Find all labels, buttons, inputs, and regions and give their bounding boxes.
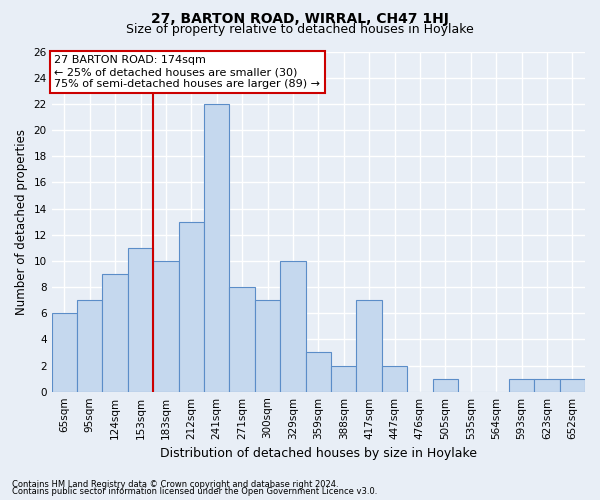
Bar bbox=[229, 287, 255, 392]
Bar bbox=[52, 313, 77, 392]
Bar bbox=[255, 300, 280, 392]
Bar bbox=[433, 378, 458, 392]
Bar bbox=[128, 248, 153, 392]
Bar bbox=[534, 378, 560, 392]
Bar bbox=[179, 222, 204, 392]
Y-axis label: Number of detached properties: Number of detached properties bbox=[15, 128, 28, 314]
X-axis label: Distribution of detached houses by size in Hoylake: Distribution of detached houses by size … bbox=[160, 447, 477, 460]
Text: 27, BARTON ROAD, WIRRAL, CH47 1HJ: 27, BARTON ROAD, WIRRAL, CH47 1HJ bbox=[151, 12, 449, 26]
Bar bbox=[305, 352, 331, 392]
Bar bbox=[331, 366, 356, 392]
Bar bbox=[204, 104, 229, 392]
Bar bbox=[356, 300, 382, 392]
Text: Size of property relative to detached houses in Hoylake: Size of property relative to detached ho… bbox=[126, 22, 474, 36]
Bar bbox=[560, 378, 585, 392]
Bar bbox=[103, 274, 128, 392]
Bar bbox=[382, 366, 407, 392]
Bar bbox=[153, 261, 179, 392]
Bar bbox=[509, 378, 534, 392]
Text: Contains public sector information licensed under the Open Government Licence v3: Contains public sector information licen… bbox=[12, 487, 377, 496]
Bar bbox=[77, 300, 103, 392]
Bar bbox=[280, 261, 305, 392]
Text: Contains HM Land Registry data © Crown copyright and database right 2024.: Contains HM Land Registry data © Crown c… bbox=[12, 480, 338, 489]
Text: 27 BARTON ROAD: 174sqm
← 25% of detached houses are smaller (30)
75% of semi-det: 27 BARTON ROAD: 174sqm ← 25% of detached… bbox=[54, 56, 320, 88]
